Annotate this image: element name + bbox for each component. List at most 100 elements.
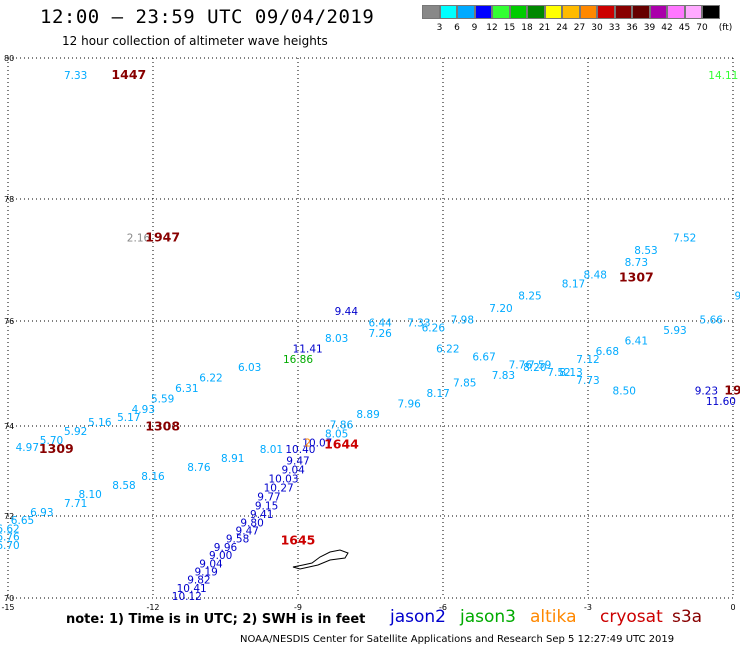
wave-height-label: 11.60 bbox=[706, 396, 736, 408]
wave-height-label: 9.47 bbox=[236, 525, 259, 537]
wave-height-label: 9.23 bbox=[695, 386, 718, 398]
x-tick-label: -6 bbox=[439, 603, 447, 612]
chart-subtitle: 12 hour collection of altimeter wave hei… bbox=[62, 34, 328, 48]
wave-height-label: 16.86 bbox=[283, 354, 313, 366]
legend-swatch bbox=[492, 5, 510, 19]
wave-height-label: 9.47 bbox=[286, 455, 309, 467]
wave-height-label: 7.86 bbox=[330, 419, 354, 431]
wave-height-label: 7.71 bbox=[64, 498, 87, 510]
wave-height-label: 8.50 bbox=[613, 386, 636, 398]
wave-height-label: 9.58 bbox=[226, 534, 249, 546]
legend-unit: (ft) bbox=[718, 23, 733, 33]
wave-height-label: 6.22 bbox=[436, 344, 459, 356]
wave-height-label: 8.17 bbox=[562, 278, 585, 290]
legend-value: 27 bbox=[573, 23, 586, 33]
x-tick-label: -9 bbox=[294, 603, 302, 612]
wave-height-label: 6.03 bbox=[238, 362, 261, 374]
wave-height-label: 9.96 bbox=[214, 542, 238, 554]
wave-height-label: 7.52 bbox=[673, 233, 696, 245]
wave-height-label: 8.48 bbox=[584, 269, 607, 281]
wave-height-label: 8.05 bbox=[325, 428, 348, 440]
wave-height-label: 5.92 bbox=[64, 426, 87, 438]
y-tick-label: 78 bbox=[4, 195, 14, 204]
legend-swatch bbox=[579, 5, 597, 19]
wave-height-label: 8.01 bbox=[260, 444, 283, 456]
wave-height-label: 7.59 bbox=[528, 359, 551, 371]
wave-height-label: 7.83 bbox=[492, 370, 515, 382]
satellite-label-jason2: jason2 bbox=[390, 607, 446, 627]
wave-height-label: 6.70 bbox=[0, 540, 20, 552]
legend-swatch bbox=[684, 5, 702, 19]
wave-height-label: 8.16 bbox=[141, 471, 165, 483]
wave-height-label: 8.10 bbox=[78, 489, 101, 501]
wave-height-label: 9.04 bbox=[199, 558, 223, 570]
legend-value: 6 bbox=[454, 23, 460, 33]
wave-height-label: 5.70 bbox=[40, 435, 63, 447]
y-tick-label: 70 bbox=[4, 594, 14, 603]
legend-swatch bbox=[474, 5, 492, 19]
wave-height-label: 10.40 bbox=[285, 444, 315, 456]
legend-value: 70 bbox=[696, 23, 708, 33]
legend-value: 30 bbox=[591, 23, 603, 33]
wave-height-label: 10.12 bbox=[172, 591, 202, 603]
wave-height-label: 5.16 bbox=[88, 417, 112, 429]
wave-height-label: 7.85 bbox=[453, 378, 476, 390]
pass-time-label: 1645 bbox=[281, 533, 316, 548]
legend-swatch bbox=[597, 5, 615, 19]
y-tick-label: 76 bbox=[4, 317, 14, 326]
wave-height-label: 9.80 bbox=[240, 517, 263, 529]
wave-height-label: 9.77 bbox=[257, 491, 280, 503]
wave-height-label: 8.76 bbox=[187, 462, 211, 474]
wave-height-label: 8.53 bbox=[634, 245, 657, 257]
y-tick-label: 72 bbox=[4, 512, 14, 521]
wave-height-label: 6.22 bbox=[199, 372, 222, 384]
legend-value: 45 bbox=[678, 23, 691, 33]
wave-height-label: 6.68 bbox=[596, 346, 619, 358]
wave-height-label: 6.26 bbox=[422, 323, 446, 335]
wave-height-label: 6.65 bbox=[11, 515, 34, 527]
legend-swatch bbox=[632, 5, 650, 19]
x-tick-label: 0 bbox=[730, 603, 735, 612]
credit-line: NOAA/NESDIS Center for Satellite Applica… bbox=[240, 634, 675, 645]
wave-height-label: 7.52 bbox=[547, 367, 570, 379]
y-tick-label: 74 bbox=[4, 422, 14, 431]
pass-time-label: 1309 bbox=[39, 441, 74, 456]
pass-time-label: 1308 bbox=[145, 419, 180, 434]
wave-height-label: 4.97 bbox=[16, 442, 39, 454]
wave-height-label: 7.26 bbox=[368, 328, 392, 340]
wave-height-label: 10.07 bbox=[302, 437, 332, 449]
wave-height-label: 9.41 bbox=[250, 509, 273, 521]
wave-height-label: 8.58 bbox=[112, 480, 135, 492]
wave-height-label: 6.31 bbox=[175, 383, 198, 395]
legend-swatch bbox=[562, 5, 580, 19]
y-tick-label: 80 bbox=[4, 54, 14, 63]
legend-swatch bbox=[649, 5, 667, 19]
legend-swatch bbox=[422, 5, 440, 19]
legend-value: 33 bbox=[608, 23, 621, 33]
wave-height-label: 7.33 bbox=[407, 317, 430, 329]
legend-value: 3 bbox=[436, 23, 443, 33]
wave-height-label: 10.41 bbox=[177, 583, 207, 595]
wave-height-label: 8.73 bbox=[625, 257, 648, 269]
wave-height-label: 9.00 bbox=[209, 550, 232, 562]
legend-swatch bbox=[544, 5, 562, 19]
satellite-label-jason3: jason3 bbox=[460, 607, 516, 627]
wave-height-label: 6.62 bbox=[0, 523, 20, 535]
wave-height-label: 8.17 bbox=[426, 388, 449, 400]
wave-height-label: 7.96 bbox=[397, 399, 421, 411]
wave-height-label: 6.44 bbox=[368, 317, 392, 329]
legend-swatch bbox=[614, 5, 632, 19]
wave-height-label: 5.17 bbox=[117, 412, 140, 424]
wave-height-label: 10.03 bbox=[268, 473, 298, 485]
legend-swatch bbox=[457, 5, 475, 19]
wave-height-label: 9.15 bbox=[255, 500, 278, 512]
wave-height-label: 7.98 bbox=[451, 315, 474, 327]
wave-height-label: 5.93 bbox=[663, 325, 686, 337]
wave-height-label: 5.59 bbox=[151, 393, 174, 405]
pass-time-label: 1644 bbox=[324, 437, 359, 452]
color-scale-legend: 3 6 9 12 15 18 21 24 27 30 33 36 39 42 45 70 (ft) bbox=[422, 5, 732, 35]
wave-height-label: 9.19 bbox=[194, 566, 217, 578]
legend-swatch bbox=[702, 5, 720, 19]
satellite-label-altika: altika bbox=[530, 607, 577, 627]
